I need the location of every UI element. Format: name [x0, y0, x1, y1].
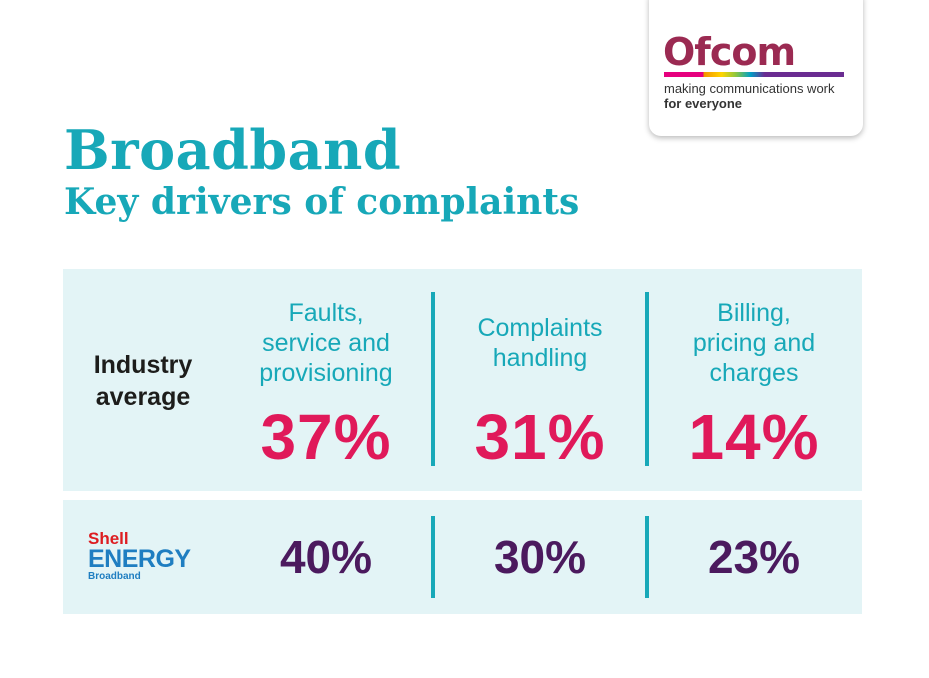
industry-value-complaints-handling: 31% — [474, 401, 606, 473]
column-header-billing: Billing, pricing and charges — [692, 299, 816, 387]
industry-value-faults: 37% — [260, 401, 392, 473]
provider-value-billing: 23% — [707, 531, 801, 583]
column-header-complaints-handling: Complaints handling — [477, 314, 603, 372]
industry-value-billing: 14% — [688, 401, 820, 473]
provider-value-complaints-handling: 30% — [493, 531, 587, 583]
ofcom-logo: Ofcom — [663, 30, 796, 74]
industry-average-label: Industry average — [93, 351, 193, 411]
ofcom-logo-card — [649, 0, 863, 136]
divider-bottom-1 — [431, 516, 435, 598]
industry-average-panel — [63, 269, 862, 491]
ofcom-tagline: making communications work for everyone — [664, 81, 835, 111]
shell-energy-logo: Shell ENERGY Broadband — [88, 529, 191, 582]
divider-bottom-2 — [645, 516, 649, 598]
column-header-faults: Faults, service and provisioning — [259, 299, 393, 387]
provider-value-faults: 40% — [279, 531, 373, 583]
ofcom-tagline-line2: for everyone — [664, 96, 743, 111]
divider-top-1 — [431, 292, 435, 466]
divider-top-2 — [645, 292, 649, 466]
page-subtitle: Key drivers of complaints — [64, 181, 580, 223]
provider-panel — [63, 500, 862, 614]
ofcom-logo-stripe — [664, 72, 844, 77]
page-title: Broadband — [64, 118, 402, 182]
ofcom-tagline-line1: making communications work — [664, 81, 835, 96]
